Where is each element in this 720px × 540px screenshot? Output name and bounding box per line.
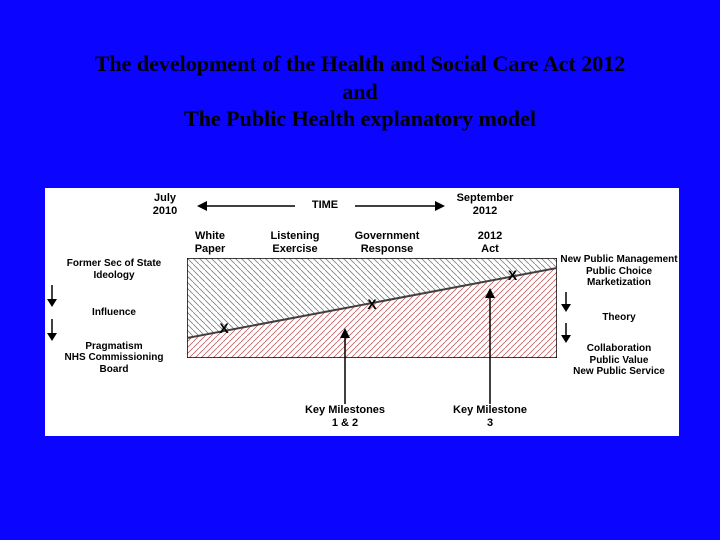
right-r3: Marketization bbox=[559, 277, 679, 289]
event-2012-act: 2012 Act bbox=[460, 230, 520, 256]
time-arrow-left bbox=[197, 199, 295, 213]
event-white-paper: White Paper bbox=[175, 230, 245, 256]
right-r6: Public Value bbox=[559, 355, 679, 367]
right-labels: New Public Management Public Choice Mark… bbox=[559, 254, 679, 378]
time-end-l1: September bbox=[457, 192, 514, 204]
bottom-key-milestone-3: Key Milestone 3 bbox=[435, 404, 545, 430]
left-l3: Influence bbox=[45, 307, 183, 319]
left-l6: Board bbox=[45, 364, 183, 376]
arrow-up-icon bbox=[338, 328, 352, 404]
time-end-l2: 2012 bbox=[473, 205, 497, 217]
svg-text:X: X bbox=[508, 267, 518, 283]
svg-text:X: X bbox=[219, 320, 229, 336]
left-l5: NHS Commissioning bbox=[45, 352, 183, 364]
event-govt-response: Government Response bbox=[337, 230, 437, 256]
bottom-key-milestones-12: Key Milestones 1 & 2 bbox=[290, 404, 400, 430]
time-label: TIME bbox=[295, 199, 355, 211]
time-arrow-right bbox=[355, 199, 445, 213]
arrow-down-icon bbox=[559, 323, 573, 343]
time-start: July 2010 bbox=[125, 192, 205, 218]
event-listening: Listening Exercise bbox=[255, 230, 335, 256]
title-line-2: and bbox=[342, 79, 377, 104]
right-r4: Theory bbox=[559, 312, 679, 324]
left-l2: Ideology bbox=[45, 270, 183, 282]
title-line-3: The Public Health explanatory model bbox=[184, 106, 536, 131]
right-r5: Collaboration bbox=[559, 343, 679, 355]
left-l1: Former Sec of State bbox=[45, 258, 183, 270]
right-r7: New Public Service bbox=[559, 366, 679, 378]
arrow-down-icon bbox=[45, 285, 59, 307]
title-line-1: The development of the Health and Social… bbox=[95, 51, 626, 76]
right-r1: New Public Management bbox=[559, 254, 679, 266]
diagram-panel: July 2010 TIME September 2012 White Pape… bbox=[45, 188, 679, 436]
slide-title: The development of the Health and Social… bbox=[0, 50, 720, 133]
svg-text:X: X bbox=[367, 296, 377, 312]
arrow-up-icon bbox=[483, 288, 497, 404]
time-end: September 2012 bbox=[435, 192, 535, 218]
arrow-down-icon bbox=[45, 319, 59, 341]
wedge-plot: X X X bbox=[187, 258, 557, 358]
right-r2: Public Choice bbox=[559, 266, 679, 278]
left-l4: Pragmatism bbox=[45, 341, 183, 353]
arrow-down-icon bbox=[559, 292, 573, 312]
left-labels: Former Sec of State Ideology Influence P… bbox=[45, 258, 183, 375]
time-start-l1: July bbox=[154, 192, 176, 204]
time-start-l2: 2010 bbox=[153, 205, 177, 217]
